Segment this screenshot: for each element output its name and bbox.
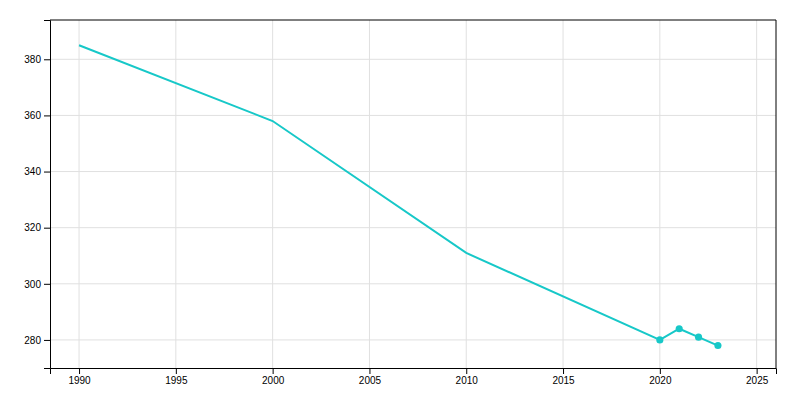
tick: 2025 [746, 368, 769, 386]
grid-line [50, 171, 776, 172]
tick: 2005 [359, 368, 382, 386]
tick-label: 2005 [359, 375, 382, 386]
tick: 300 [24, 279, 50, 290]
axis-line [44, 21, 51, 369]
tick-mark [44, 172, 50, 173]
tick-label: 360 [24, 110, 41, 121]
tick: 1995 [165, 368, 188, 386]
grid-line [659, 20, 660, 368]
frame [50, 20, 776, 21]
tick: 340 [24, 166, 50, 177]
tick-mark [563, 368, 564, 374]
tick-label: 300 [24, 279, 41, 290]
point [656, 336, 663, 343]
grid-line [50, 283, 776, 284]
tick-mark [757, 368, 758, 374]
frame [776, 20, 777, 368]
grid-line [50, 115, 776, 116]
tick-label: 2000 [262, 375, 285, 386]
tick-label: 320 [24, 222, 41, 233]
grid [50, 20, 776, 368]
tick: 2020 [649, 368, 672, 386]
tick-label: 340 [24, 166, 41, 177]
tick-label: 2020 [649, 375, 672, 386]
tick: 380 [24, 54, 50, 65]
line [79, 45, 718, 345]
tick: 280 [24, 335, 50, 346]
tick: 320 [24, 222, 50, 233]
x-axis: 1990 1995 2000 2005 2010 2015 2020 2025 [51, 368, 777, 386]
tick-mark [660, 368, 661, 374]
grid-line [272, 20, 273, 368]
tick-mark [44, 115, 50, 116]
point [695, 334, 702, 341]
tick-mark [44, 340, 50, 341]
grid-line [50, 339, 776, 340]
tick-mark [273, 368, 274, 374]
y-axis: 280 300 320 340 360 380 [24, 21, 50, 369]
marks [79, 45, 721, 349]
tick-mark [466, 368, 467, 374]
axis-line [51, 369, 777, 375]
tick-mark [44, 284, 50, 285]
tick-label: 2015 [552, 375, 575, 386]
grid-line [79, 20, 80, 368]
tick-label: 1990 [68, 375, 91, 386]
grid-line [369, 20, 370, 368]
plot: 1990 1995 2000 2005 2010 2015 2020 2025 280 300 32… [24, 20, 776, 386]
grid-line [50, 59, 776, 60]
tick: 2010 [456, 368, 479, 386]
tick-label: 2010 [456, 375, 479, 386]
tick-label: 1995 [165, 375, 188, 386]
tick-mark [44, 228, 50, 229]
point [714, 342, 721, 349]
tick: 360 [24, 110, 50, 121]
tick-label: 2025 [746, 375, 769, 386]
tick-mark [176, 368, 177, 374]
tick-mark [79, 368, 80, 374]
tick: 2015 [552, 368, 575, 386]
tick-label: 380 [24, 54, 41, 65]
tick: 2000 [262, 368, 285, 386]
grid-line [466, 20, 467, 368]
grid-line [756, 20, 757, 368]
tick-mark [369, 368, 370, 374]
tick: 1990 [68, 368, 91, 386]
point [676, 325, 683, 332]
grid-line [50, 227, 776, 228]
grid-line [563, 20, 564, 368]
tick-mark [44, 59, 50, 60]
chart: 1990 1995 2000 2005 2010 2015 2020 2025 280 300 32… [0, 0, 800, 400]
tick-label: 280 [24, 335, 41, 346]
grid-line [175, 20, 176, 368]
